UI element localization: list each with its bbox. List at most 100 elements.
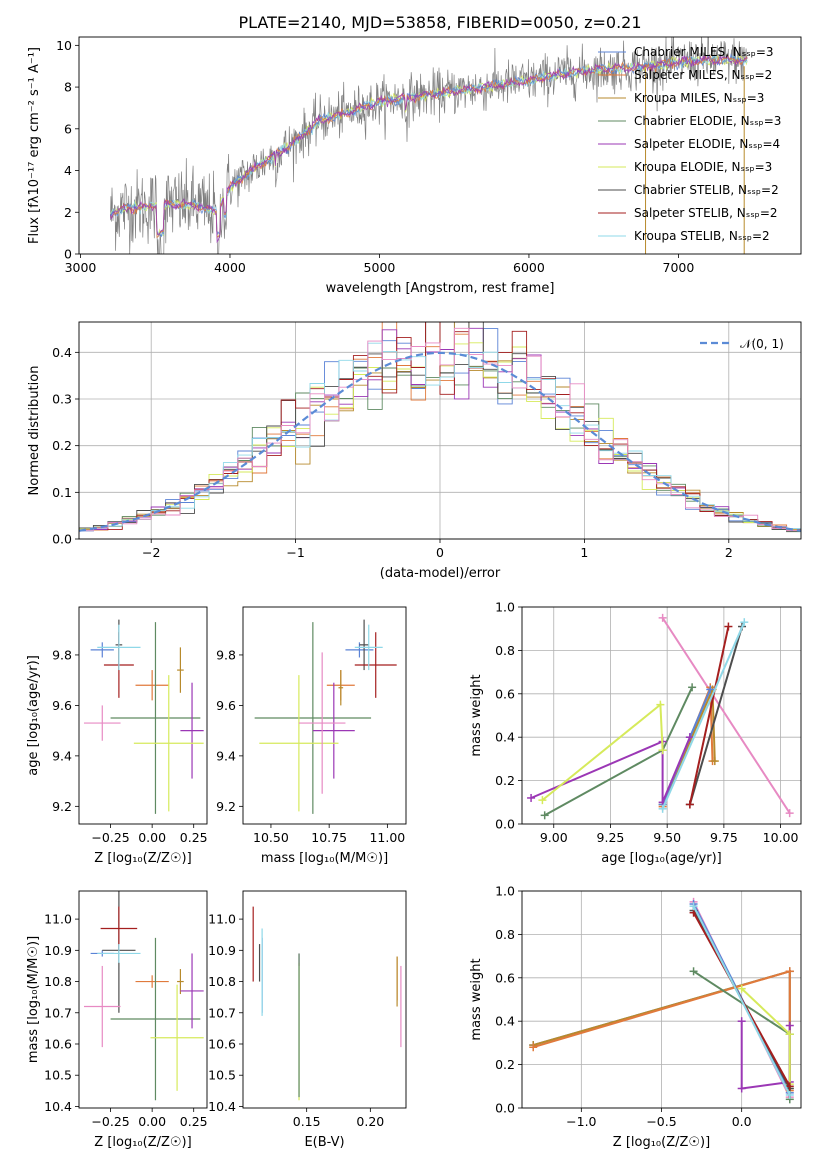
plot-area bbox=[83, 891, 204, 1101]
x-axis-label: E(B-V) bbox=[304, 1135, 344, 1150]
y-tick-label: 9.2 bbox=[52, 799, 72, 814]
y-tick-label: 10.8 bbox=[208, 974, 236, 989]
x-axis-label: (data-model)/error bbox=[380, 566, 501, 581]
plot-frame bbox=[78, 890, 208, 1109]
y-tick-label: 0.8 bbox=[495, 927, 515, 942]
y-tick-label: 9.8 bbox=[52, 647, 72, 662]
y-axis-label: mass [log₁₀(M/M☉)] bbox=[26, 936, 41, 1063]
x-tick-label: 11.00 bbox=[369, 830, 405, 845]
y-tick-label: 1.0 bbox=[495, 884, 515, 899]
weight-series-line bbox=[688, 626, 730, 805]
y-tick-label: 10.6 bbox=[208, 1036, 236, 1051]
y-tick-label: 10.9 bbox=[44, 943, 72, 958]
legend-label: Kroupa STELIB, Nₛₛₚ=2 bbox=[634, 229, 770, 243]
gaussian-curve bbox=[79, 351, 801, 532]
x-axis-label: age [log₁₀(age/yr)] bbox=[601, 851, 722, 866]
x-tick-label: 10.50 bbox=[253, 830, 289, 845]
x-tick-label: 0.15 bbox=[293, 1114, 321, 1129]
y-tick-label: 0.2 bbox=[52, 438, 72, 453]
legend-label: Salpeter ELODIE, Nₛₛₚ=4 bbox=[634, 137, 780, 151]
y-tick-label: 10 bbox=[56, 38, 72, 53]
x-axis-label: wavelength [Angstrom, rest frame] bbox=[326, 281, 555, 296]
legend-label: Kroupa MILES, Nₛₛₚ=3 bbox=[634, 91, 764, 105]
legend: Chabrier MILES, Nₛₛₚ=3 Salpeter MILES, Nₛ… bbox=[598, 45, 781, 243]
y-tick-label: 10.5 bbox=[208, 1068, 236, 1083]
y-tick-label: 9.2 bbox=[216, 799, 236, 814]
y-tick-label: 0.0 bbox=[52, 532, 72, 547]
y-tick-label: 9.4 bbox=[52, 748, 72, 763]
y-tick-label: 0.2 bbox=[495, 1057, 515, 1072]
legend: 𝒩(0, 1) bbox=[700, 337, 784, 351]
x-tick-label: 1 bbox=[580, 545, 588, 560]
y-axis-label: Flux [fλ10⁻¹⁷ erg cm⁻² s⁻¹ A⁻¹] bbox=[27, 47, 42, 244]
plot-area bbox=[110, 37, 748, 254]
x-tick-label: 9.75 bbox=[710, 830, 738, 845]
y-tick-label: 9.4 bbox=[216, 748, 236, 763]
y-tick-label: 10.8 bbox=[44, 974, 72, 989]
chart-spectrum: 3000 4000 5000 6000 7000 0 2 4 6 8 10 wavelength [A… bbox=[27, 36, 802, 296]
y-tick-label: 0.0 bbox=[495, 1101, 515, 1116]
plot-frame bbox=[78, 321, 802, 540]
legend-label: Chabrier MILES, Nₛₛₚ=3 bbox=[634, 45, 774, 59]
x-tick-label: −0.25 bbox=[91, 830, 129, 845]
y-tick-label: 10.9 bbox=[208, 943, 236, 958]
y-tick-label: 0.8 bbox=[495, 643, 515, 658]
y-axis-label: Normed distribution bbox=[27, 366, 42, 496]
x-tick-label: 10.75 bbox=[311, 830, 347, 845]
weight-series-line bbox=[692, 905, 791, 1096]
x-tick-label: 6000 bbox=[513, 260, 545, 275]
x-axis-label: Z [log₁₀(Z/Z☉)] bbox=[94, 851, 191, 866]
y-tick-label: 9.6 bbox=[52, 698, 72, 713]
y-tick-label: 0 bbox=[64, 247, 72, 262]
plot-area bbox=[527, 613, 794, 820]
y-axis-label: mass weight bbox=[469, 674, 484, 756]
chart-ebv-vs-mass: 0.15 0.20 10.4 10.5 10.6 10.7 10.8 10.9 11.0 E(B-… bbox=[208, 890, 407, 1150]
figure-title: PLATE=2140, MJD=53858, FIBERID=0050, z=0… bbox=[238, 13, 641, 32]
x-tick-label: 0.25 bbox=[180, 830, 208, 845]
plot-area bbox=[529, 897, 794, 1104]
x-tick-label: 0.0 bbox=[732, 1114, 752, 1129]
y-tick-label: 10.7 bbox=[44, 1005, 72, 1020]
y-tick-label: 9.6 bbox=[216, 698, 236, 713]
y-tick-label: 0.2 bbox=[495, 773, 515, 788]
y-tick-label: 10.4 bbox=[208, 1099, 236, 1114]
x-tick-label: 0.20 bbox=[356, 1114, 384, 1129]
y-tick-label: 0.1 bbox=[52, 485, 72, 500]
x-tick-label: 2 bbox=[725, 545, 733, 560]
y-tick-label: 10.4 bbox=[44, 1099, 72, 1114]
x-tick-label: 0 bbox=[436, 545, 444, 560]
plot-frame bbox=[521, 890, 802, 1109]
plot-frame bbox=[78, 606, 208, 825]
y-tick-label: 1.0 bbox=[495, 600, 515, 615]
y-axis-label: mass weight bbox=[469, 958, 484, 1040]
plot-frame bbox=[242, 890, 407, 1109]
weight-series-line bbox=[530, 736, 691, 803]
chart-residuals: −2 −1 0 1 2 0.0 0.1 0.2 0.3 0.4 (data-model)/error… bbox=[27, 321, 802, 581]
x-tick-label: 10.00 bbox=[763, 830, 799, 845]
x-tick-label: 0.00 bbox=[138, 1114, 166, 1129]
plot-area bbox=[254, 619, 397, 814]
y-axis-label: age [log₁₀(age/yr)] bbox=[26, 655, 41, 776]
y-tick-label: 0.6 bbox=[495, 970, 515, 985]
plot-area bbox=[252, 906, 402, 1101]
x-tick-label: 3000 bbox=[65, 260, 97, 275]
legend-label: Chabrier STELIB, Nₛₛₚ=2 bbox=[634, 183, 779, 197]
weight-series-line bbox=[661, 617, 791, 814]
x-tick-label: −2 bbox=[142, 545, 160, 560]
y-tick-label: 10.5 bbox=[44, 1068, 72, 1083]
x-tick-label: 4000 bbox=[214, 260, 246, 275]
x-tick-label: 7000 bbox=[663, 260, 695, 275]
plot-area bbox=[83, 619, 204, 814]
legend-label: Salpeter STELIB, Nₛₛₚ=2 bbox=[634, 206, 778, 220]
y-tick-label: 8 bbox=[64, 80, 72, 95]
y-tick-label: 10.7 bbox=[208, 1005, 236, 1020]
plot-area bbox=[79, 322, 801, 534]
y-tick-label: 6 bbox=[64, 121, 72, 136]
y-tick-label: 0.6 bbox=[495, 686, 515, 701]
y-tick-label: 0.0 bbox=[495, 817, 515, 832]
y-tick-label: 11.0 bbox=[208, 912, 236, 927]
chart-z-vs-weight: −1.0 −0.5 0.0 0.0 0.2 0.4 0.6 0.8 1.0 Z [log₁₀(Z/… bbox=[469, 884, 802, 1150]
